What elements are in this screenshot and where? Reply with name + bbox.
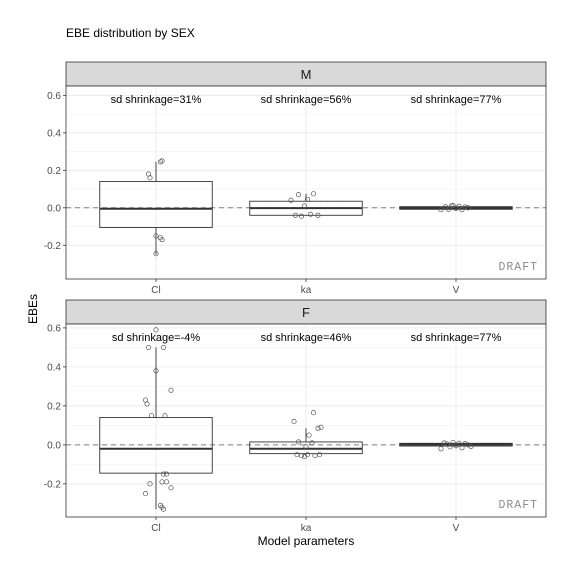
data-point <box>307 211 314 217</box>
data-point <box>468 443 474 449</box>
data-point <box>147 481 153 487</box>
draft-watermark: DRAFT <box>498 499 538 512</box>
data-point <box>147 175 153 181</box>
data-point <box>450 439 456 446</box>
data-point <box>441 440 447 446</box>
y-tick-label: 0.4 <box>47 128 61 139</box>
x-tick-label: V <box>453 285 460 296</box>
x-tick-label: ka <box>301 523 312 534</box>
data-point <box>315 212 321 218</box>
data-point <box>295 439 302 445</box>
panel-M: M 0.6 0.4 0.2 0.0 -0.2 sd shrinkage=31% sd shri… <box>44 61 547 296</box>
y-tick-label: 0.4 <box>47 362 61 373</box>
data-point <box>160 471 167 477</box>
y-tick-label: 0.0 <box>47 203 61 214</box>
data-point <box>298 213 305 219</box>
data-point <box>306 432 312 438</box>
shrinkage-label: sd shrinkage=77% <box>411 332 502 344</box>
data-point <box>438 446 444 452</box>
x-axis-label: Model parameters <box>258 534 355 548</box>
data-point <box>148 413 155 419</box>
data-point <box>453 443 459 449</box>
data-point <box>442 204 449 210</box>
facet-strip <box>65 299 547 325</box>
facet-strip-label: M <box>301 67 312 82</box>
data-point <box>465 442 471 448</box>
data-point <box>316 452 323 458</box>
data-point <box>292 212 299 218</box>
data-point <box>438 207 444 213</box>
data-point <box>304 452 311 458</box>
boxplot-Cl <box>99 347 213 510</box>
boxplot-Cl <box>99 161 213 255</box>
data-point <box>159 158 165 164</box>
x-tick-label: ka <box>301 285 312 296</box>
shrinkage-label: sd shrinkage=-4% <box>112 332 201 344</box>
data-point <box>301 203 308 209</box>
y-tick-label: 0.6 <box>47 91 61 102</box>
data-point <box>153 368 159 374</box>
y-tick-label: -0.2 <box>44 241 62 252</box>
facet-strip-label: F <box>302 305 310 320</box>
y-tick-label: 0.6 <box>47 323 61 334</box>
facet-panels: M 0.6 0.4 0.2 0.0 -0.2 sd shrinkage=31% sd shri… <box>44 61 547 534</box>
shrinkage-label: sd shrinkage=46% <box>261 332 352 344</box>
data-point <box>162 413 168 419</box>
data-point <box>444 441 450 447</box>
data-point <box>145 344 152 350</box>
draft-watermark: DRAFT <box>498 261 538 274</box>
data-point <box>168 387 174 393</box>
data-point <box>153 251 159 257</box>
data-point <box>459 207 465 213</box>
data-point <box>465 205 471 211</box>
y-axis-label: EBEs <box>26 294 40 324</box>
data-point <box>144 401 150 407</box>
y-tick-label: 0.2 <box>47 401 61 412</box>
data-point <box>163 471 170 477</box>
data-point <box>456 440 462 446</box>
data-point <box>153 233 159 239</box>
data-point <box>168 485 174 491</box>
y-tick-label: 0.0 <box>47 440 61 451</box>
data-point <box>142 491 149 497</box>
box <box>99 417 213 474</box>
data-point <box>445 206 452 212</box>
data-point <box>462 204 468 210</box>
data-point <box>303 444 309 450</box>
data-point <box>447 444 453 450</box>
data-point <box>159 504 165 510</box>
data-point <box>160 344 167 350</box>
panel-F: F 0.6 0.4 0.2 0.0 -0.2 sd shrinkage=-4% sd shri… <box>44 299 547 534</box>
data-point <box>153 327 159 333</box>
box <box>99 181 213 228</box>
shrinkage-label: sd shrinkage=77% <box>411 94 502 106</box>
chart-title: EBE distribution by SEX <box>66 26 195 40</box>
data-point <box>163 479 170 485</box>
data-point <box>309 440 315 446</box>
y-tick-label: -0.2 <box>44 479 62 490</box>
data-point <box>456 203 462 209</box>
data-point <box>159 237 165 243</box>
data-point <box>288 197 294 203</box>
y-tick-label: 0.2 <box>47 166 61 177</box>
data-point <box>459 445 465 451</box>
data-point <box>450 202 456 209</box>
data-point <box>304 196 311 202</box>
data-point <box>295 192 302 198</box>
data-point <box>318 424 324 430</box>
data-point <box>298 453 305 459</box>
x-tick-label: Cl <box>151 523 160 534</box>
x-tick-label: V <box>453 523 460 534</box>
x-tick-label: Cl <box>151 285 160 296</box>
facet-strip <box>65 61 547 87</box>
data-point <box>310 410 317 416</box>
shrinkage-label: sd shrinkage=31% <box>111 94 202 106</box>
data-point <box>462 441 468 447</box>
data-point <box>291 418 297 425</box>
shrinkage-label: sd shrinkage=56% <box>261 94 352 106</box>
data-point <box>310 191 317 197</box>
data-point <box>315 425 321 431</box>
